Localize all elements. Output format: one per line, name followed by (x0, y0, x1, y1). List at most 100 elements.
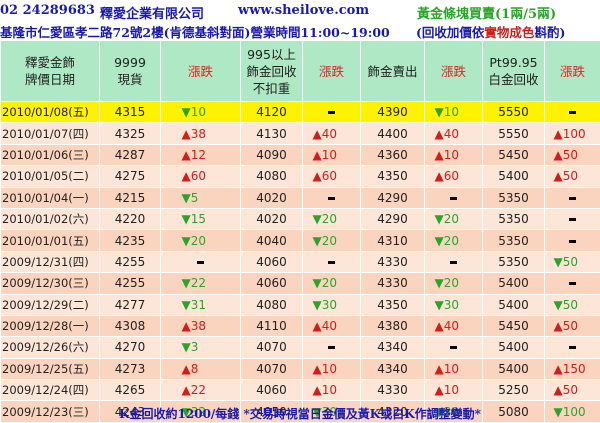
cell-date: 2010/01/07(四) (1, 123, 100, 144)
cell-sell: 4310 (361, 230, 425, 251)
cell-platinum-change: ▲50 (545, 144, 600, 165)
recycle-note-red: 實物成色 (484, 25, 534, 40)
cell-spot-change: ▲22 (161, 380, 241, 401)
change-up: ▲100 (554, 127, 592, 141)
cell-sell-change: ▲60 (425, 166, 483, 187)
change-down: ▼20 (313, 212, 351, 226)
cell-platinum-change: ▲100 (545, 123, 600, 144)
change-up: ▲10 (435, 362, 473, 376)
cell-spot-change (161, 251, 241, 272)
change-down: ▼30 (313, 298, 351, 312)
cell-platinum: 5400 (483, 358, 545, 379)
change-down: ▼20 (182, 234, 220, 248)
change-up: ▲10 (313, 362, 351, 376)
website-link[interactable]: www.sheilove.com (238, 3, 369, 18)
no-change-icon (569, 111, 576, 114)
cell-spot-change: ▲60 (161, 166, 241, 187)
cell-sell: 4350 (361, 294, 425, 315)
cell-platinum: 5400 (483, 337, 545, 358)
change-down: ▼31 (182, 298, 220, 312)
cell-date: 2009/12/31(四) (1, 251, 100, 272)
cell-sell-change: ▼20 (425, 273, 483, 294)
change-up: ▲40 (313, 319, 351, 333)
cell-sell-change: ▲10 (425, 144, 483, 165)
cell-platinum: 5400 (483, 294, 545, 315)
cell-recycle-change (303, 251, 361, 272)
no-change-icon (569, 197, 576, 200)
change-up: ▲10 (313, 148, 351, 162)
change-up: ▲50 (554, 148, 592, 162)
cell-date: 2010/01/05(二) (1, 166, 100, 187)
change-up: ▲12 (182, 148, 220, 162)
change-up: ▲10 (313, 383, 351, 397)
cell-platinum-change: ▲150 (545, 358, 600, 379)
no-change-icon (569, 346, 576, 349)
cell-spot-change: ▼5 (161, 187, 241, 208)
cell-recycle-change: ▲10 (303, 144, 361, 165)
cell-recycle-change: ▲10 (303, 358, 361, 379)
cell-spot-change: ▲8 (161, 358, 241, 379)
no-change-icon (197, 261, 204, 264)
change-up: ▲38 (182, 127, 220, 141)
cell-date: 2009/12/25(五) (1, 358, 100, 379)
cell-platinum: 5350 (483, 187, 545, 208)
address-note: (肯德基斜對面) (164, 25, 251, 40)
col-header-sell-change: 漲跌 (425, 41, 483, 102)
cell-spot: 4220 (100, 208, 161, 229)
cell-recycle: 4070 (241, 358, 303, 379)
cell-recycle: 4060 (241, 251, 303, 272)
change-up: ▲40 (313, 127, 351, 141)
cell-recycle: 4020 (241, 208, 303, 229)
cell-date: 2010/01/08(五) (1, 102, 100, 123)
change-up: ▲10 (435, 148, 473, 162)
cell-sell: 4330 (361, 273, 425, 294)
cell-sell-change: ▼20 (425, 230, 483, 251)
col-header-platinum-change: 漲跌 (545, 41, 600, 102)
cell-recycle-change (303, 187, 361, 208)
cell-platinum-change (545, 273, 600, 294)
no-change-icon (328, 346, 335, 349)
change-up: ▲40 (435, 319, 473, 333)
cell-recycle-change (303, 102, 361, 123)
change-down: ▼20 (313, 234, 351, 248)
cell-recycle-change: ▼30 (303, 294, 361, 315)
cell-recycle: 4060 (241, 380, 303, 401)
cell-spot-change: ▼15 (161, 208, 241, 229)
phone-number: 02 24289683 (0, 3, 95, 18)
cell-recycle-change: ▼20 (303, 273, 361, 294)
change-up: ▲22 (182, 383, 220, 397)
cell-platinum-change (545, 102, 600, 123)
recycle-note-pre: (回收加價依 (416, 25, 484, 40)
cell-platinum-change: ▼50 (545, 294, 600, 315)
change-down: ▼50 (554, 298, 592, 312)
cell-sell-change (425, 337, 483, 358)
col-header-recycle-change: 漲跌 (303, 41, 361, 102)
change-down: ▼10 (182, 105, 220, 119)
no-change-icon (569, 282, 576, 285)
cell-platinum: 5350 (483, 230, 545, 251)
cell-date: 2009/12/26(六) (1, 337, 100, 358)
cell-recycle: 4090 (241, 144, 303, 165)
cell-sell: 4360 (361, 144, 425, 165)
cell-date: 2010/01/04(一) (1, 187, 100, 208)
no-change-icon (328, 261, 335, 264)
cell-recycle: 4110 (241, 315, 303, 336)
cell-platinum-change: ▲50 (545, 380, 600, 401)
cell-platinum-change (545, 337, 600, 358)
cell-spot: 4277 (100, 294, 161, 315)
cell-platinum: 5450 (483, 144, 545, 165)
cell-spot-change: ▲38 (161, 315, 241, 336)
change-up: ▲50 (554, 169, 592, 183)
cell-sell: 4330 (361, 380, 425, 401)
